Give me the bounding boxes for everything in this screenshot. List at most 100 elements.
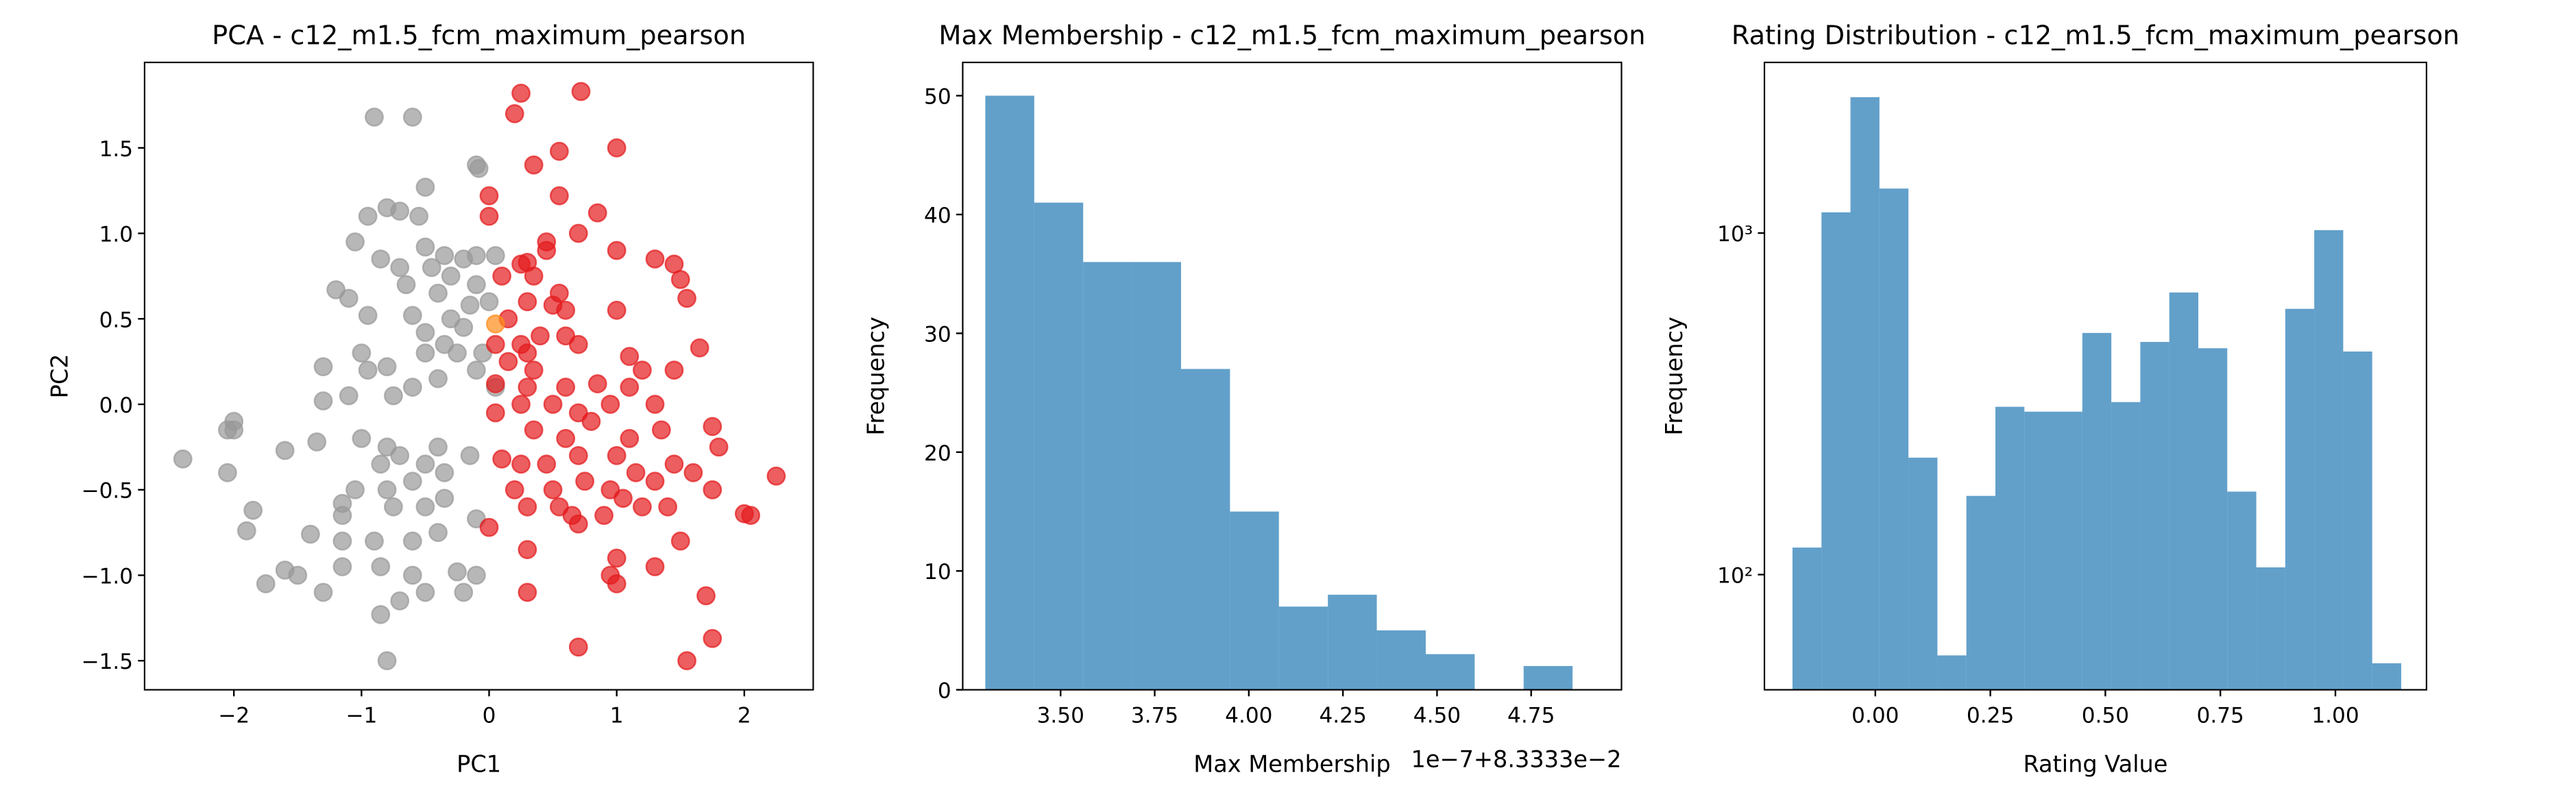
point	[415, 237, 435, 257]
point	[607, 574, 627, 593]
bar	[1132, 262, 1181, 690]
y-axis-label: PC2	[46, 354, 73, 398]
x-tick-label: 2	[738, 704, 751, 728]
point	[658, 497, 678, 517]
bar	[2314, 230, 2344, 690]
point	[288, 565, 308, 585]
bar	[2053, 411, 2082, 690]
point	[460, 295, 480, 315]
bar	[2256, 567, 2285, 690]
point	[518, 582, 537, 602]
point	[556, 378, 576, 397]
bar	[2227, 491, 2257, 690]
point	[600, 395, 620, 414]
point	[371, 454, 391, 474]
bar	[2285, 308, 2315, 690]
x-tick-label: −2	[218, 704, 250, 728]
point	[332, 557, 352, 576]
x-axis-label: PC1	[457, 750, 501, 777]
point	[485, 334, 505, 354]
point	[709, 437, 729, 457]
y-axis-label: Frequency	[862, 317, 889, 435]
point	[415, 177, 435, 197]
bar	[1523, 665, 1573, 690]
chart-title: Rating Distribution - c12_m1.5_fcm_maxim…	[1731, 21, 2459, 51]
point	[664, 454, 684, 474]
point	[645, 249, 665, 269]
point	[256, 574, 276, 593]
point	[469, 158, 489, 178]
point	[511, 84, 531, 103]
point	[415, 582, 435, 602]
point	[485, 403, 505, 423]
point	[435, 463, 454, 482]
point	[766, 466, 786, 486]
point	[435, 489, 454, 508]
point	[607, 548, 627, 568]
bar	[985, 95, 1034, 690]
point	[384, 386, 403, 406]
point	[243, 500, 263, 520]
point	[607, 300, 627, 320]
point	[524, 155, 544, 175]
bar	[1792, 548, 1822, 690]
point	[556, 300, 576, 320]
point	[332, 531, 352, 551]
point	[345, 480, 365, 500]
point	[358, 206, 378, 226]
point	[352, 429, 372, 448]
y-axis-label: Frequency	[1661, 317, 1688, 435]
point	[607, 445, 627, 465]
point	[435, 246, 454, 265]
point	[524, 420, 544, 440]
x-tick-label: 3.50	[1037, 704, 1084, 728]
point	[664, 360, 684, 380]
x-axis-label: Rating Value	[2023, 750, 2167, 777]
point	[571, 82, 591, 101]
point	[505, 480, 524, 500]
point	[607, 138, 627, 158]
point	[467, 360, 486, 380]
point	[479, 292, 499, 312]
point	[550, 186, 569, 206]
bar	[1908, 457, 1938, 690]
point	[390, 591, 410, 611]
bar	[1937, 655, 1967, 690]
point	[415, 454, 435, 474]
point	[550, 141, 569, 161]
y-tick-label: −1.0	[82, 564, 134, 589]
point	[741, 506, 761, 526]
x-tick-label: 4.75	[1507, 704, 1555, 728]
point	[448, 562, 467, 582]
point	[620, 347, 640, 367]
point	[677, 651, 696, 671]
x-tick-label: 1.00	[2311, 704, 2359, 728]
x-tick-label: 1	[610, 704, 624, 728]
point	[371, 604, 391, 624]
bar	[1995, 406, 2025, 690]
point	[690, 338, 709, 358]
point	[415, 323, 435, 343]
point	[633, 497, 652, 517]
chart-title: Max Membership - c12_m1.5_fcm_maximum_pe…	[938, 21, 1645, 51]
y-tick-label: 10	[924, 560, 951, 585]
bar	[2372, 663, 2401, 690]
point	[371, 557, 391, 576]
x-tick-label: −1	[345, 704, 377, 728]
point	[441, 267, 461, 286]
point	[307, 432, 327, 452]
point	[301, 524, 320, 544]
point	[498, 352, 518, 371]
point	[358, 306, 378, 325]
point	[428, 369, 448, 389]
point	[556, 429, 576, 448]
point	[670, 269, 690, 289]
point	[218, 463, 237, 482]
point	[537, 454, 557, 474]
point	[365, 531, 384, 551]
point	[402, 378, 422, 397]
point	[485, 246, 505, 265]
point	[402, 108, 422, 127]
bar	[1821, 212, 1851, 690]
point	[345, 232, 365, 251]
